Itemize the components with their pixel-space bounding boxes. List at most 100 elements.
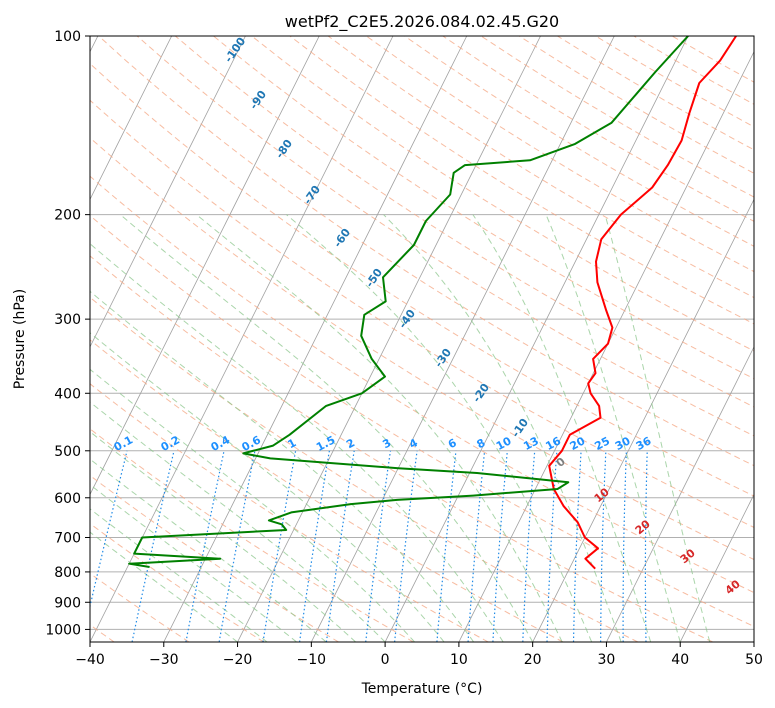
dry-adiabat-line <box>90 137 754 561</box>
dry-adiabat-line <box>90 522 265 642</box>
mixing-ratio-line <box>600 450 607 642</box>
x-axis-ticks: −40 −30 −20 −10 0 10 20 30 40 50 <box>75 642 763 668</box>
dry-adiabat-label: -20 <box>470 381 492 405</box>
y-tick-label: 700 <box>54 531 81 547</box>
x-tick-label: 0 <box>381 652 390 668</box>
isotherm-line <box>90 36 320 496</box>
moist-adiabat-line <box>545 214 681 642</box>
y-tick-label: 200 <box>54 208 81 224</box>
mixing-ratio-lines <box>90 450 648 642</box>
moist-adiabat-line <box>90 508 268 642</box>
mixing-ratio-label: 25 <box>592 434 612 453</box>
dry-adiabat-label: -100 <box>222 35 249 65</box>
moist-adiabat-label: 40 <box>723 577 743 597</box>
x-tick-label: −20 <box>223 652 253 668</box>
dry-adiabat-line <box>557 36 754 151</box>
dry-adiabat-line <box>90 474 339 642</box>
dry-adiabat-line <box>404 36 754 247</box>
mixing-ratio-line <box>546 450 558 642</box>
dry-adiabat-line <box>90 383 489 642</box>
dry-adiabat-line <box>90 63 754 497</box>
mixing-ratio-line <box>436 450 457 642</box>
reference-line-labels: 0.1 0.2 0.4 0.6 1 1.5 2 3 4 6 8 10 13 16 20 25 30 36-100-… <box>112 35 743 597</box>
isotherm-grid <box>90 36 754 642</box>
moist-adiabat-line <box>119 214 534 642</box>
dry-adiabat-line <box>213 36 754 380</box>
isotherm-line <box>753 641 754 642</box>
dry-adiabat-line <box>90 175 754 594</box>
x-tick-label: 30 <box>598 652 616 668</box>
mixing-ratio-line <box>299 450 330 642</box>
y-tick-label: 300 <box>54 312 81 328</box>
y-tick-label: 400 <box>54 386 81 402</box>
y-axis-label: Pressure (hPa) <box>12 289 28 389</box>
mixing-ratio-label: 13 <box>521 434 541 453</box>
x-tick-label: 10 <box>450 652 468 668</box>
dry-adiabat-label: -30 <box>432 346 454 370</box>
moist-adiabat-line <box>472 214 652 642</box>
moist-adiabat-line <box>90 531 238 642</box>
x-tick-label: −10 <box>297 652 327 668</box>
dry-adiabats <box>90 36 754 642</box>
profile-series <box>128 36 737 570</box>
isotherm-line <box>606 345 754 642</box>
mixing-ratio-label: 10 <box>494 434 514 453</box>
dry-adiabat-line <box>90 296 639 642</box>
dry-adiabat-label: -80 <box>273 137 295 161</box>
mixing-ratio-line <box>90 450 128 609</box>
x-tick-label: 20 <box>524 652 542 668</box>
dry-adiabat-label: -90 <box>247 88 269 112</box>
mixing-ratio-label: 20 <box>568 434 588 453</box>
dry-adiabat-line <box>98 36 754 467</box>
moist-adiabat-label: 10 <box>592 485 612 505</box>
x-axis-label: Temperature (°C) <box>361 681 483 697</box>
isotherm-line <box>90 36 246 348</box>
moist-adiabat-line <box>90 243 504 642</box>
mixing-ratio-line <box>218 450 256 642</box>
moist-adiabat-line <box>90 458 327 642</box>
dry-adiabat-line <box>90 255 713 642</box>
dry-adiabat-line <box>90 339 564 642</box>
x-tick-label: 50 <box>745 652 763 668</box>
isotherm-line <box>384 36 689 642</box>
moist-adiabat-line <box>90 431 356 642</box>
dry-adiabat-line <box>327 36 754 299</box>
mixing-ratio-label: 36 <box>634 434 654 453</box>
mixing-ratio-label: 3 <box>380 436 393 451</box>
y-axis-ticks: 100 200 300 400 500 600 700 800 900 1000 <box>45 29 90 638</box>
dry-adiabat-line <box>90 214 754 628</box>
mixing-ratio-line <box>492 450 508 642</box>
temperature-profile-line <box>548 36 737 570</box>
dry-adiabat-label: -10 <box>509 416 531 440</box>
moist-adiabat-line <box>90 484 297 642</box>
dry-adiabat-line <box>90 572 190 642</box>
moist-adiabat-line <box>196 214 563 642</box>
moist-adiabat-line <box>90 401 386 642</box>
mixing-ratio-line <box>522 450 536 642</box>
dry-adiabat-line <box>136 36 754 437</box>
mixing-ratio-line <box>325 450 355 642</box>
mixing-ratio-label: 1 <box>286 436 299 451</box>
mixing-ratio-label: 8 <box>475 436 488 451</box>
mixing-ratio-label: 4 <box>407 436 420 451</box>
mixing-ratio-line <box>394 450 418 642</box>
mixing-ratio-label: 2 <box>344 436 357 451</box>
dewpoint-profile-line <box>128 36 689 568</box>
plot-area: 0.1 0.2 0.4 0.6 1 1.5 2 3 4 6 8 10 13 16 20 25 30 36-100-… <box>90 35 754 642</box>
mixing-ratio-line <box>622 450 627 642</box>
dry-adiabat-label: -70 <box>301 183 323 207</box>
isotherm-line <box>163 36 468 642</box>
mixing-ratio-label: 30 <box>613 434 633 453</box>
x-tick-label: −30 <box>149 652 179 668</box>
moist-adiabat-line <box>90 368 415 642</box>
dry-adiabat-label: -60 <box>331 226 353 250</box>
dry-adiabat-line <box>90 428 414 642</box>
isotherm-line <box>532 198 754 642</box>
moist-adiabat-label: 30 <box>678 546 698 566</box>
chart-title: wetPf2_C2E5.2026.084.02.45.G20 <box>285 12 559 32</box>
mixing-ratio-line <box>131 450 175 642</box>
y-tick-label: 1000 <box>45 622 81 638</box>
isotherm-line <box>679 493 754 642</box>
dry-adiabat-label: -40 <box>396 307 418 331</box>
dry-adiabat-line <box>251 36 754 352</box>
